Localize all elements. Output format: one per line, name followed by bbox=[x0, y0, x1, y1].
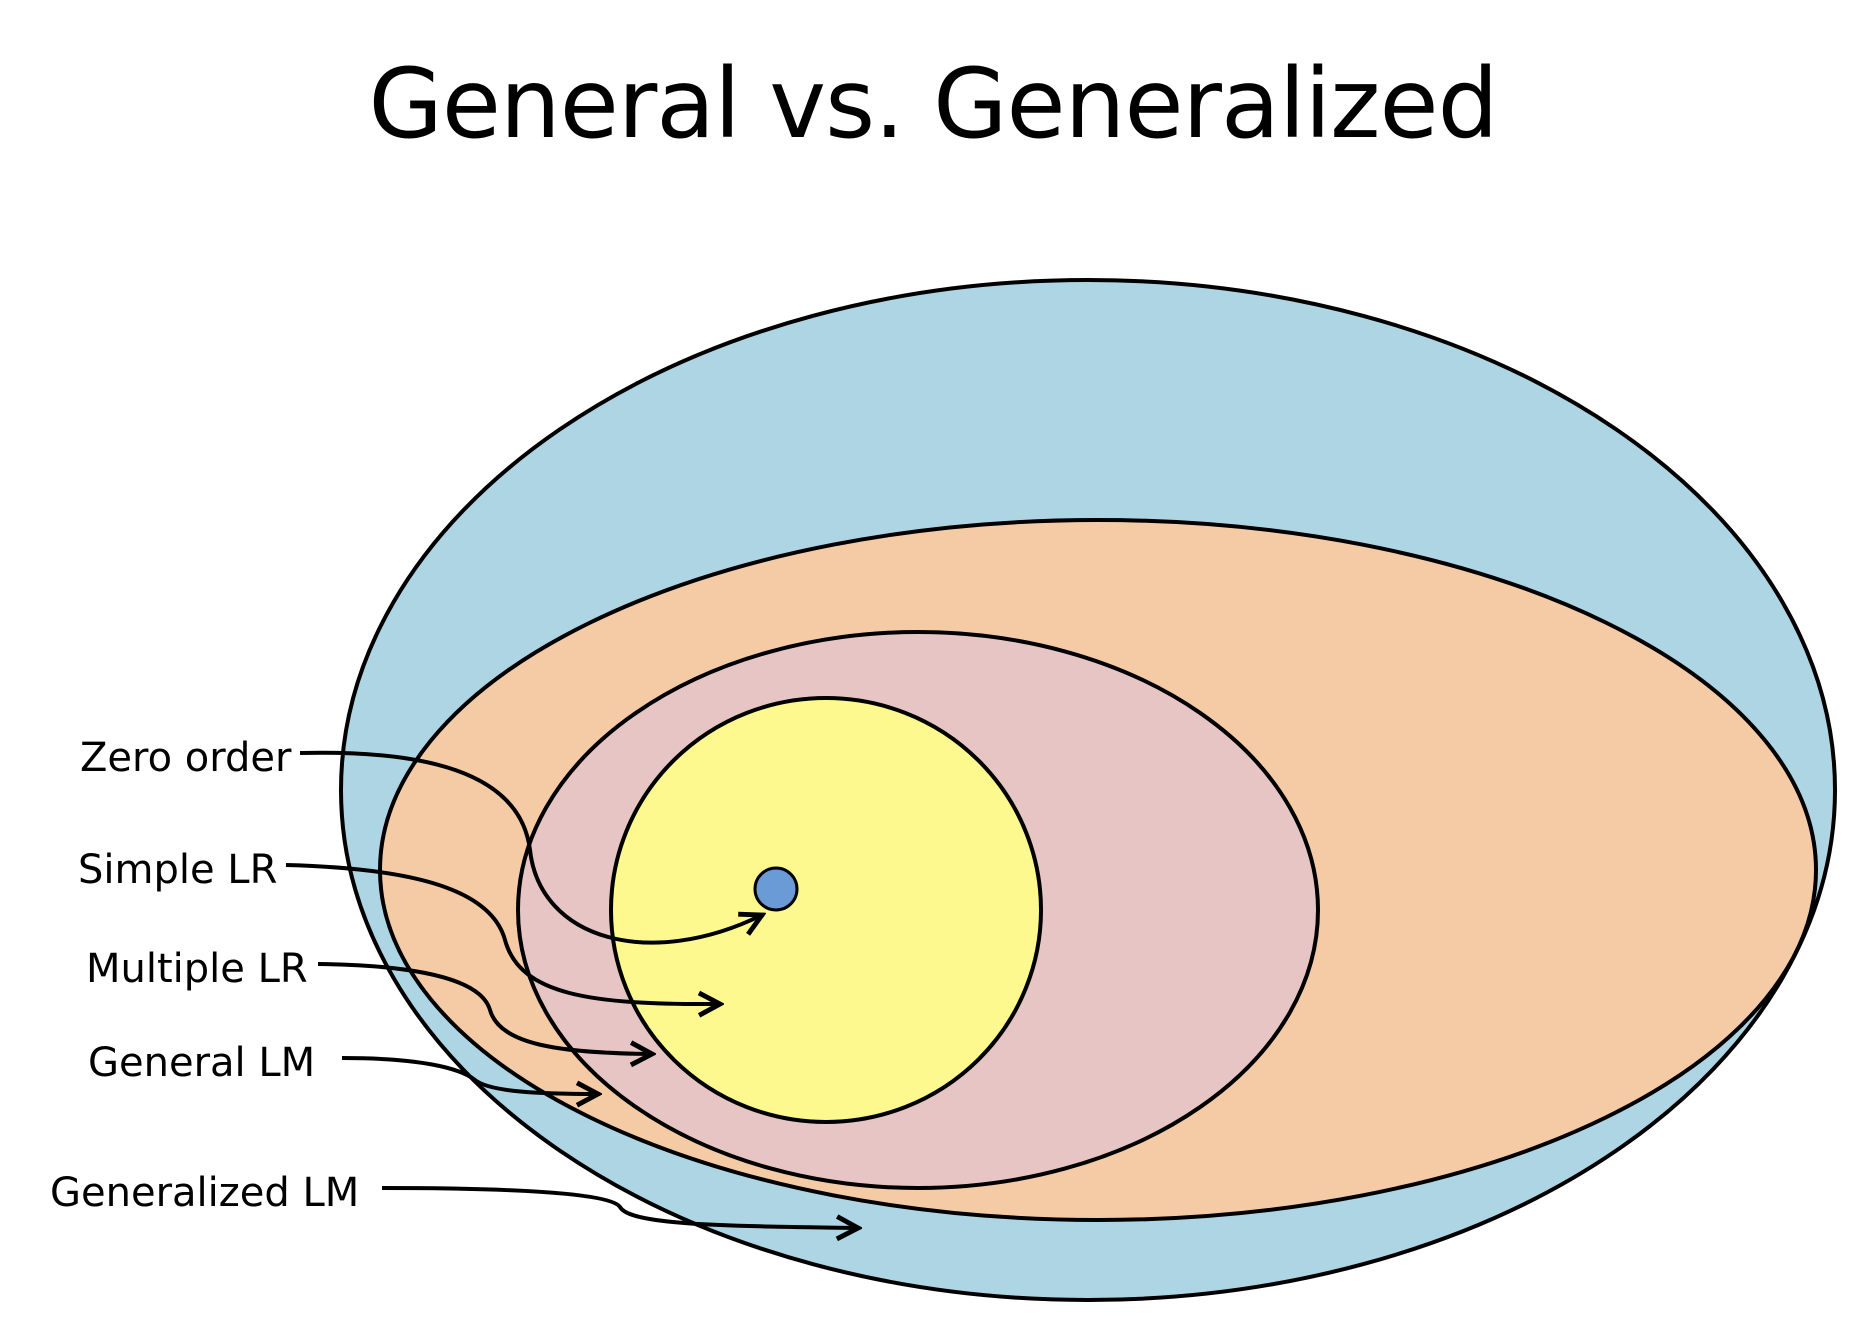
zero-order-arrow bbox=[299, 750, 762, 945]
label-generalized-lm: Generalized LM bbox=[50, 1170, 359, 1216]
zero-order-point bbox=[753, 866, 799, 912]
multiple-lr-arrow bbox=[317, 962, 652, 1054]
generalized-lm-arrow bbox=[381, 1186, 858, 1228]
simple-lr-region bbox=[609, 696, 1043, 1124]
label-general-lm: General LM bbox=[88, 1040, 315, 1086]
label-zero-order: Zero order bbox=[80, 735, 292, 781]
simple-lr-arrow bbox=[285, 863, 720, 1004]
label-simple-lr: Simple LR bbox=[78, 847, 277, 893]
diagram-title: General vs. Generalized bbox=[368, 48, 1498, 160]
label-multiple-lr: Multiple LR bbox=[86, 946, 308, 992]
general-lm-arrow bbox=[341, 1056, 598, 1094]
